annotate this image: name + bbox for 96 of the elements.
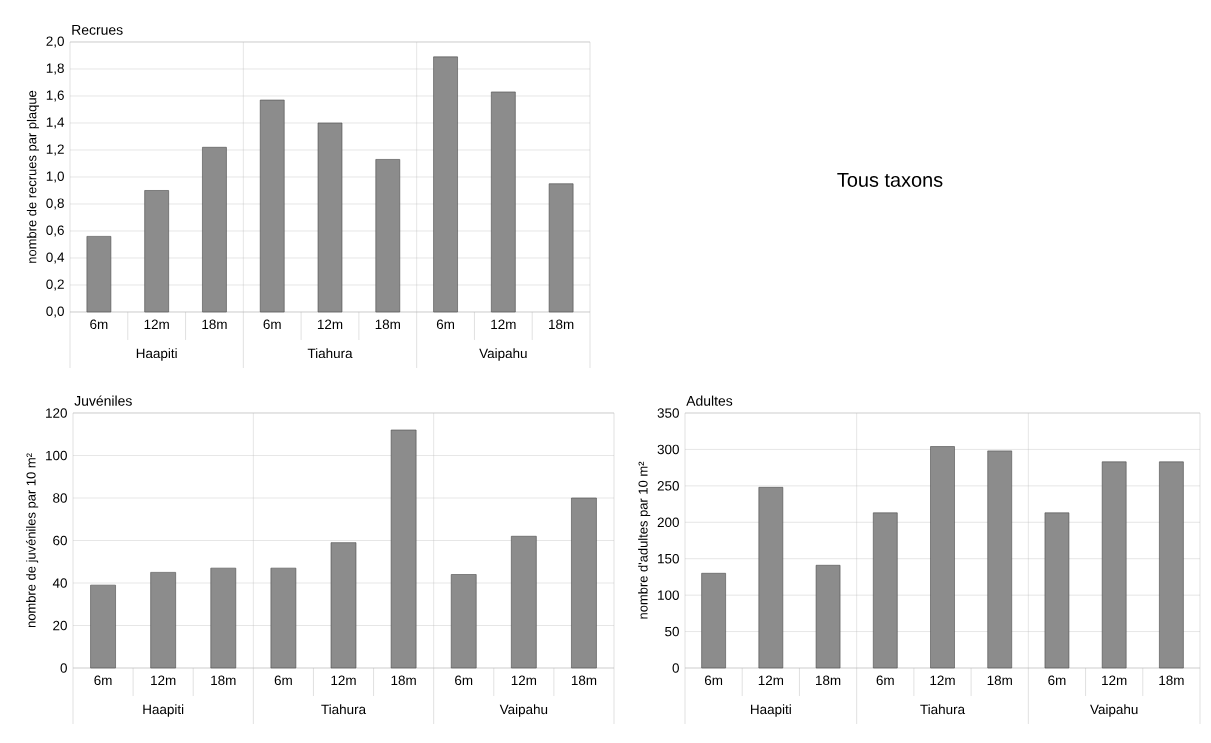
text: Vaipahu xyxy=(1090,704,1138,717)
bar xyxy=(90,584,116,669)
y-tick-label: 300 xyxy=(657,444,679,455)
bar xyxy=(1044,512,1070,669)
text: Haapiti xyxy=(136,348,177,361)
x-tick-label: 6m xyxy=(90,319,108,330)
x-tick-label: 18m xyxy=(987,675,1012,686)
y-tick-label: 0,0 xyxy=(46,306,64,318)
x-tick-label: 6m xyxy=(876,675,894,686)
bar xyxy=(491,91,516,313)
y-axis-title: nombre d'adultes par 10 m² xyxy=(638,461,651,619)
y-tick-label: 1,6 xyxy=(46,90,64,102)
bar xyxy=(872,512,898,669)
y-tick-label: 100 xyxy=(46,450,67,461)
x-tick-label: 6m xyxy=(704,675,723,686)
y-axis-title: nombre de recrues par plaque xyxy=(26,90,39,263)
x-tick-label: 6m xyxy=(274,675,292,686)
y-tick-label: 60 xyxy=(53,535,67,546)
y-tick-label: 120 xyxy=(46,408,67,418)
text: Haapiti xyxy=(143,704,184,717)
chart-title: Adultes xyxy=(686,395,733,406)
bar xyxy=(758,487,784,669)
bar xyxy=(144,190,169,313)
x-tick-label: 18m xyxy=(391,675,416,686)
y-tick-label: 250 xyxy=(657,481,679,491)
chart-title: Recrues xyxy=(72,25,123,35)
bar xyxy=(987,450,1013,669)
bar xyxy=(450,574,477,669)
text: Tiahura xyxy=(307,348,353,359)
y-tick-label: 1,8 xyxy=(46,63,64,75)
bar xyxy=(270,567,297,669)
bar xyxy=(202,146,227,313)
x-tick-label: 18m xyxy=(211,675,236,686)
bar xyxy=(571,497,597,669)
y-tick-label: 0,4 xyxy=(46,252,65,264)
y-tick-label: 100 xyxy=(658,590,679,600)
bar xyxy=(1101,461,1127,669)
y-tick-label: 0,6 xyxy=(46,225,64,237)
bar xyxy=(548,183,574,313)
bar xyxy=(375,159,401,313)
y-tick-label: 1,0 xyxy=(46,171,64,183)
x-tick-label: 12m xyxy=(144,319,169,329)
x-tick-label: 6m xyxy=(455,675,473,686)
x-tick-label: 12m xyxy=(511,675,537,685)
y-axis-title: nombre de juvéniles par 10 m² xyxy=(25,453,39,628)
y-tick-label: 0 xyxy=(60,663,67,673)
y-tick-label: 1,4 xyxy=(46,117,65,129)
x-tick-label: 18m xyxy=(375,319,400,330)
bar xyxy=(330,542,357,669)
x-tick-label: 6m xyxy=(436,319,455,330)
text: Vaipahu xyxy=(479,348,527,361)
y-tick-label: 50 xyxy=(665,626,679,637)
bar xyxy=(210,567,237,669)
bar xyxy=(511,535,537,669)
bar xyxy=(930,446,955,669)
x-tick-label: 6m xyxy=(94,675,112,686)
x-tick-label: 12m xyxy=(930,675,955,685)
text: Tiahura xyxy=(920,704,966,715)
y-tick-label: 0,8 xyxy=(46,198,64,210)
bar xyxy=(150,572,176,669)
x-tick-label: 12m xyxy=(331,675,356,685)
y-tick-label: 20 xyxy=(53,620,67,631)
bar xyxy=(433,56,458,313)
bar xyxy=(815,564,841,669)
text: Vaipahu xyxy=(499,704,548,717)
text: Haapiti xyxy=(751,704,791,717)
bar xyxy=(701,572,726,669)
x-tick-label: 12m xyxy=(491,319,516,329)
x-tick-label: 18m xyxy=(571,675,597,686)
y-tick-label: 150 xyxy=(658,553,679,564)
text: Tous taxons xyxy=(837,173,943,187)
x-tick-label: 18m xyxy=(549,319,574,330)
x-tick-label: 12m xyxy=(317,319,343,329)
y-tick-label: 40 xyxy=(52,578,67,588)
y-tick-label: 80 xyxy=(53,493,67,503)
text: Tiahura xyxy=(321,704,367,715)
y-tick-label: 200 xyxy=(657,517,679,528)
x-tick-label: 18m xyxy=(816,675,841,686)
bar xyxy=(390,429,417,669)
bar xyxy=(317,122,343,313)
y-tick-label: 0 xyxy=(672,663,679,673)
y-tick-label: 1,2 xyxy=(46,144,64,156)
x-tick-label: 6m xyxy=(263,319,281,330)
bar xyxy=(1159,461,1184,669)
x-tick-label: 12m xyxy=(151,675,176,685)
x-tick-label: 12m xyxy=(758,675,784,685)
y-tick-label: 350 xyxy=(657,408,679,418)
chart-title: Juvéniles xyxy=(74,395,132,406)
x-tick-label: 6m xyxy=(1048,675,1066,686)
bar xyxy=(259,99,285,313)
bar xyxy=(86,236,112,313)
x-tick-label: 12m xyxy=(1102,675,1127,685)
x-tick-label: 18m xyxy=(202,319,227,330)
y-tick-label: 2,0 xyxy=(46,36,64,48)
x-tick-label: 18m xyxy=(1159,675,1184,686)
y-tick-label: 0,2 xyxy=(46,279,64,291)
